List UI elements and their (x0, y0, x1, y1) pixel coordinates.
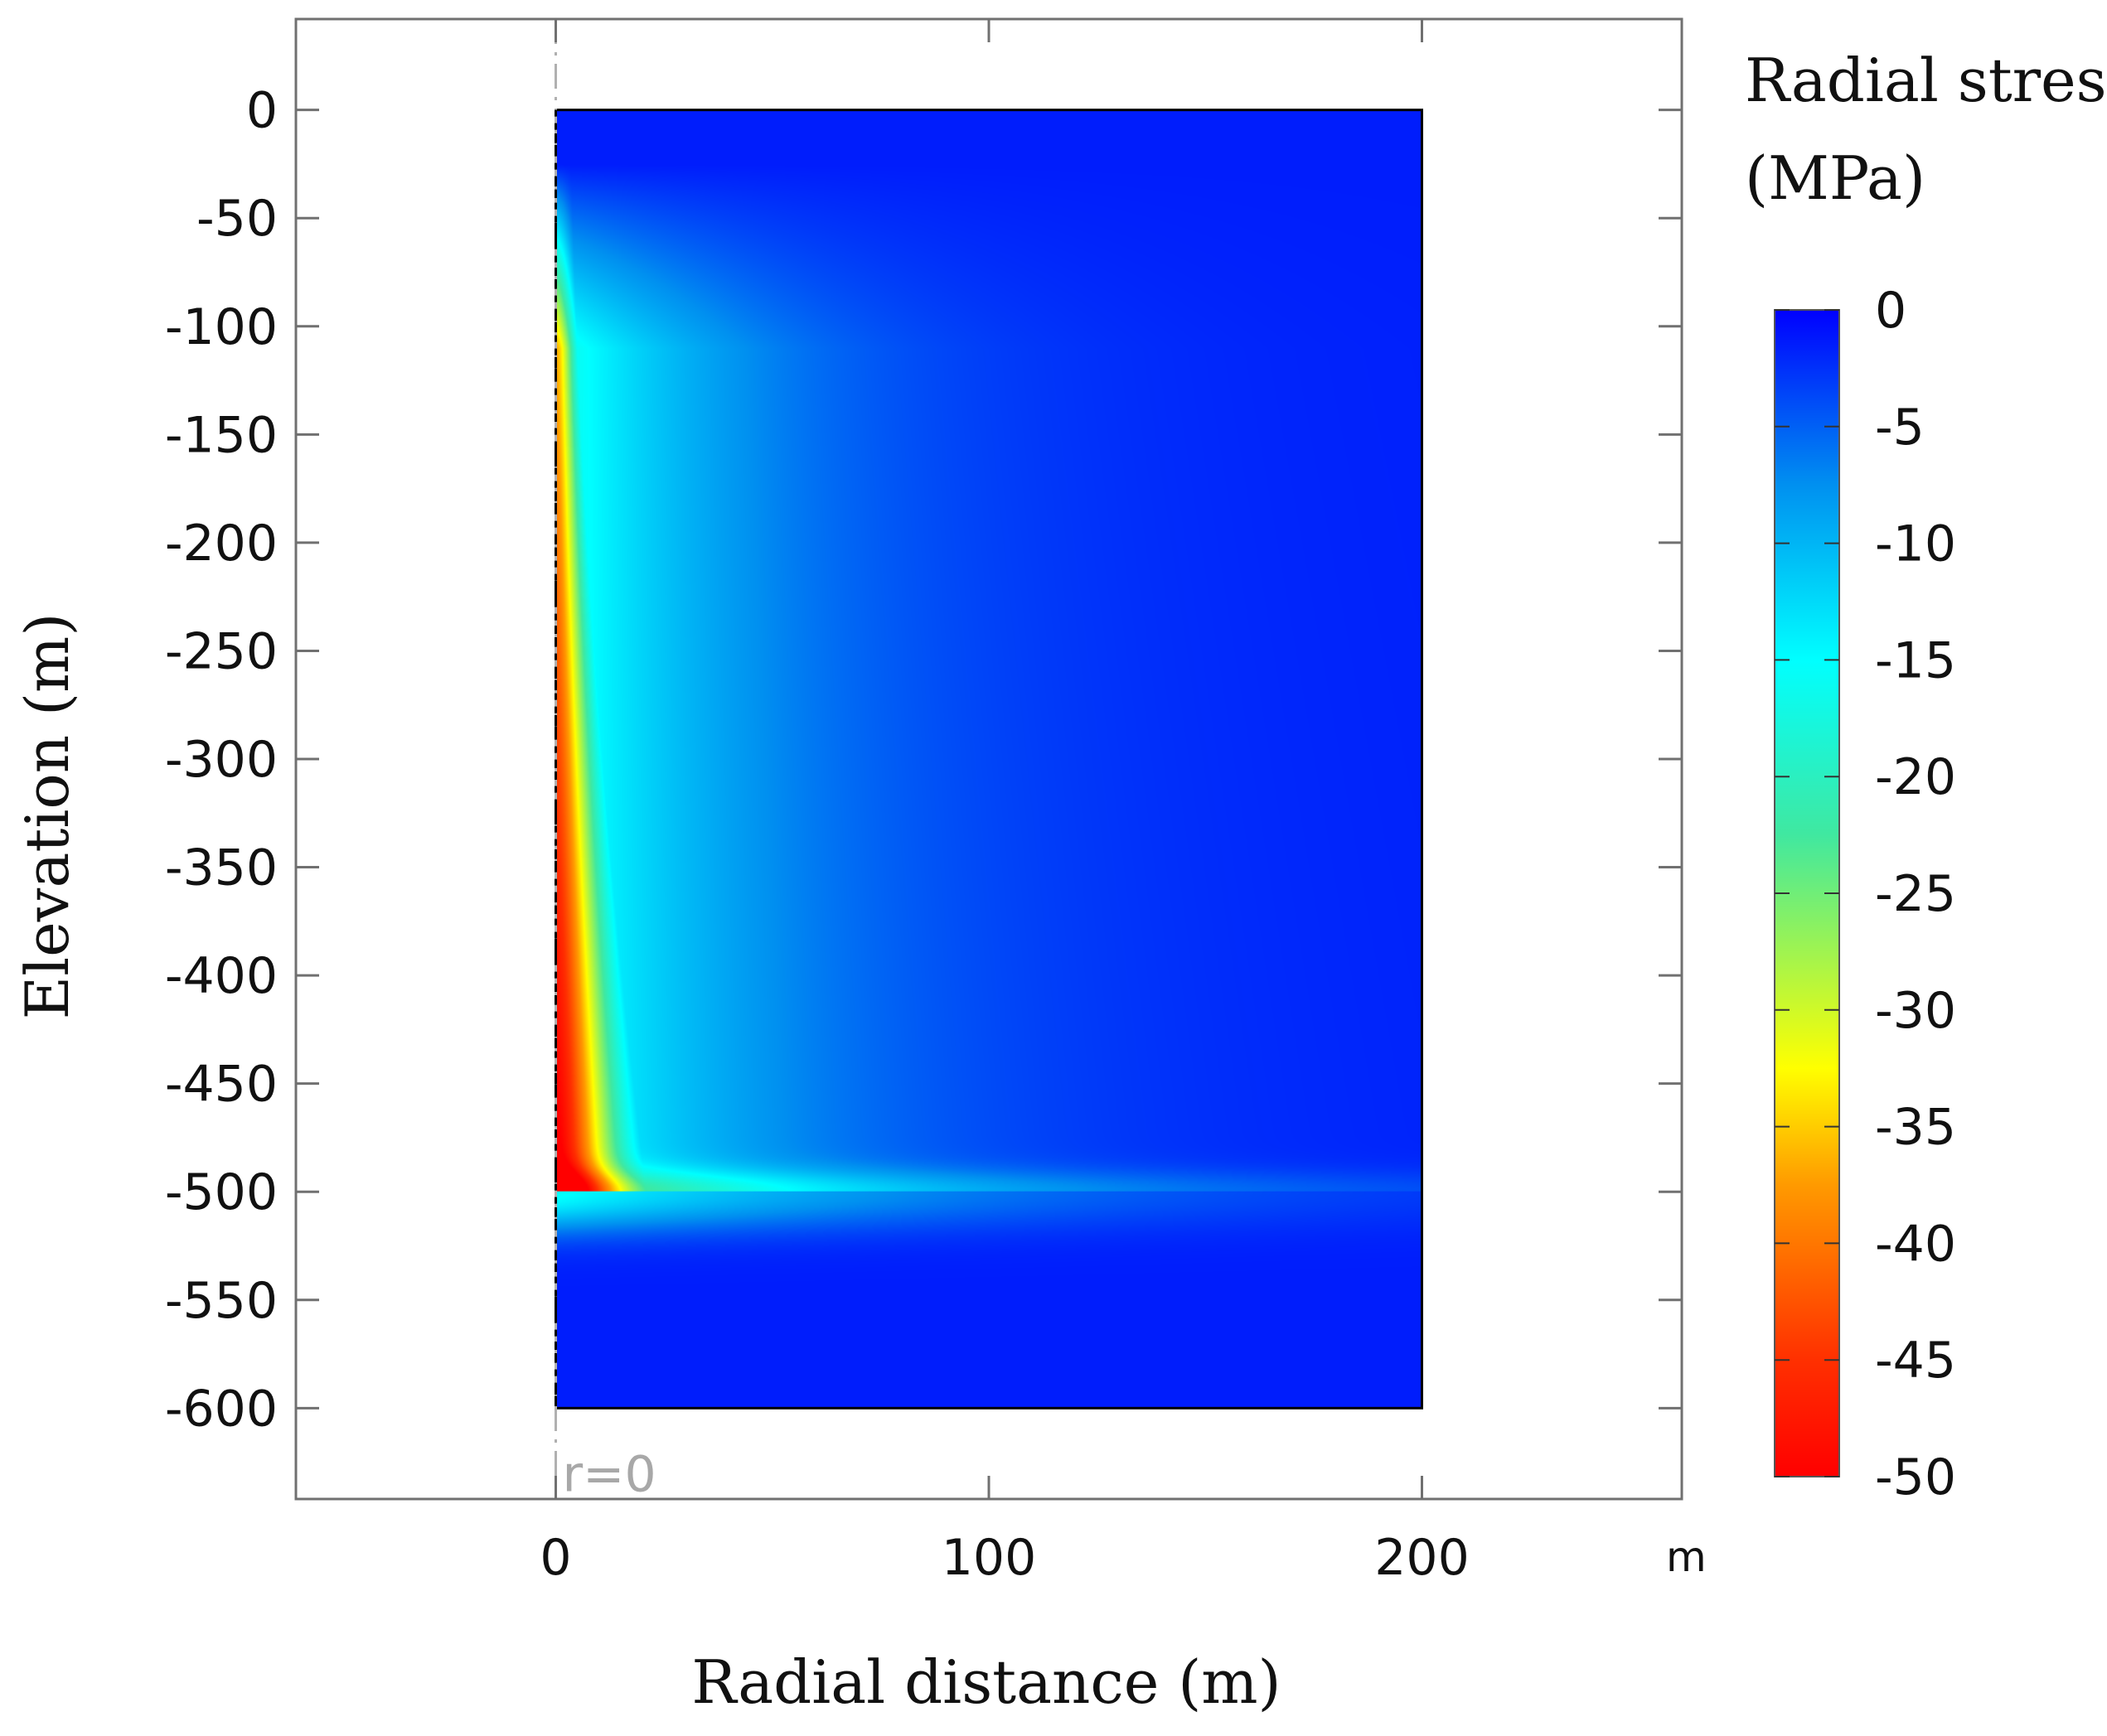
colorbar-tick-label: -20 (1875, 748, 1956, 806)
y-tick-label: -150 (165, 406, 278, 464)
colorbar-title-line1: Radial stress (1745, 46, 2107, 115)
y-tick-label: -550 (165, 1272, 278, 1330)
y-tick-label: -500 (165, 1163, 278, 1221)
y-tick-label: -300 (165, 731, 278, 789)
x-axis-ticks: 0 100 200 (540, 19, 1470, 1587)
x-tick-label: 100 (942, 1529, 1037, 1587)
y-axis-title: Elevation (m) (12, 613, 82, 1020)
axis-annotation-r0: r=0 (563, 1446, 656, 1504)
x-axis-title: Radial distance (m) (691, 1647, 1281, 1717)
colorbar-tick-label: -30 (1875, 982, 1956, 1040)
colorbar-tick-label: -10 (1875, 515, 1956, 573)
colorbar-tick-label: -50 (1875, 1448, 1956, 1506)
colorbar-title-line2: (MPa) (1745, 143, 1925, 213)
y-tick-label: -600 (165, 1380, 278, 1438)
x-axis-unit-label: m (1666, 1533, 1707, 1581)
y-tick-label: -350 (165, 839, 278, 897)
y-tick-label: -450 (165, 1056, 278, 1114)
colorbar-ticks: 0 -5 -10 -15 -20 -25 -30 -35 -40 -45 -50 (1775, 282, 1956, 1506)
x-tick-label: 200 (1374, 1529, 1470, 1587)
y-tick-label: 0 (246, 82, 278, 140)
colorbar-tick-label: -5 (1875, 399, 1925, 457)
y-tick-label: -400 (165, 947, 278, 1005)
y-tick-label: -200 (165, 515, 278, 573)
y-axis-ticks: 0 -50 -100 -150 -200 -250 -300 -350 -400 -450 -500… (165, 82, 1682, 1438)
y-tick-label: -250 (165, 622, 278, 680)
radial-stress-field (555, 109, 1422, 1409)
x-tick-label: 0 (540, 1529, 571, 1587)
y-tick-label: -100 (165, 298, 278, 356)
colorbar-tick-label: -15 (1875, 631, 1956, 689)
colorbar-tick-label: -40 (1875, 1215, 1956, 1273)
colorbar-tick-label: 0 (1875, 282, 1906, 340)
y-tick-label: -50 (196, 190, 278, 248)
colorbar-tick-label: -45 (1875, 1332, 1956, 1390)
colorbar-tick-label: -35 (1875, 1099, 1956, 1157)
colorbar-tick-label: -25 (1875, 865, 1956, 923)
